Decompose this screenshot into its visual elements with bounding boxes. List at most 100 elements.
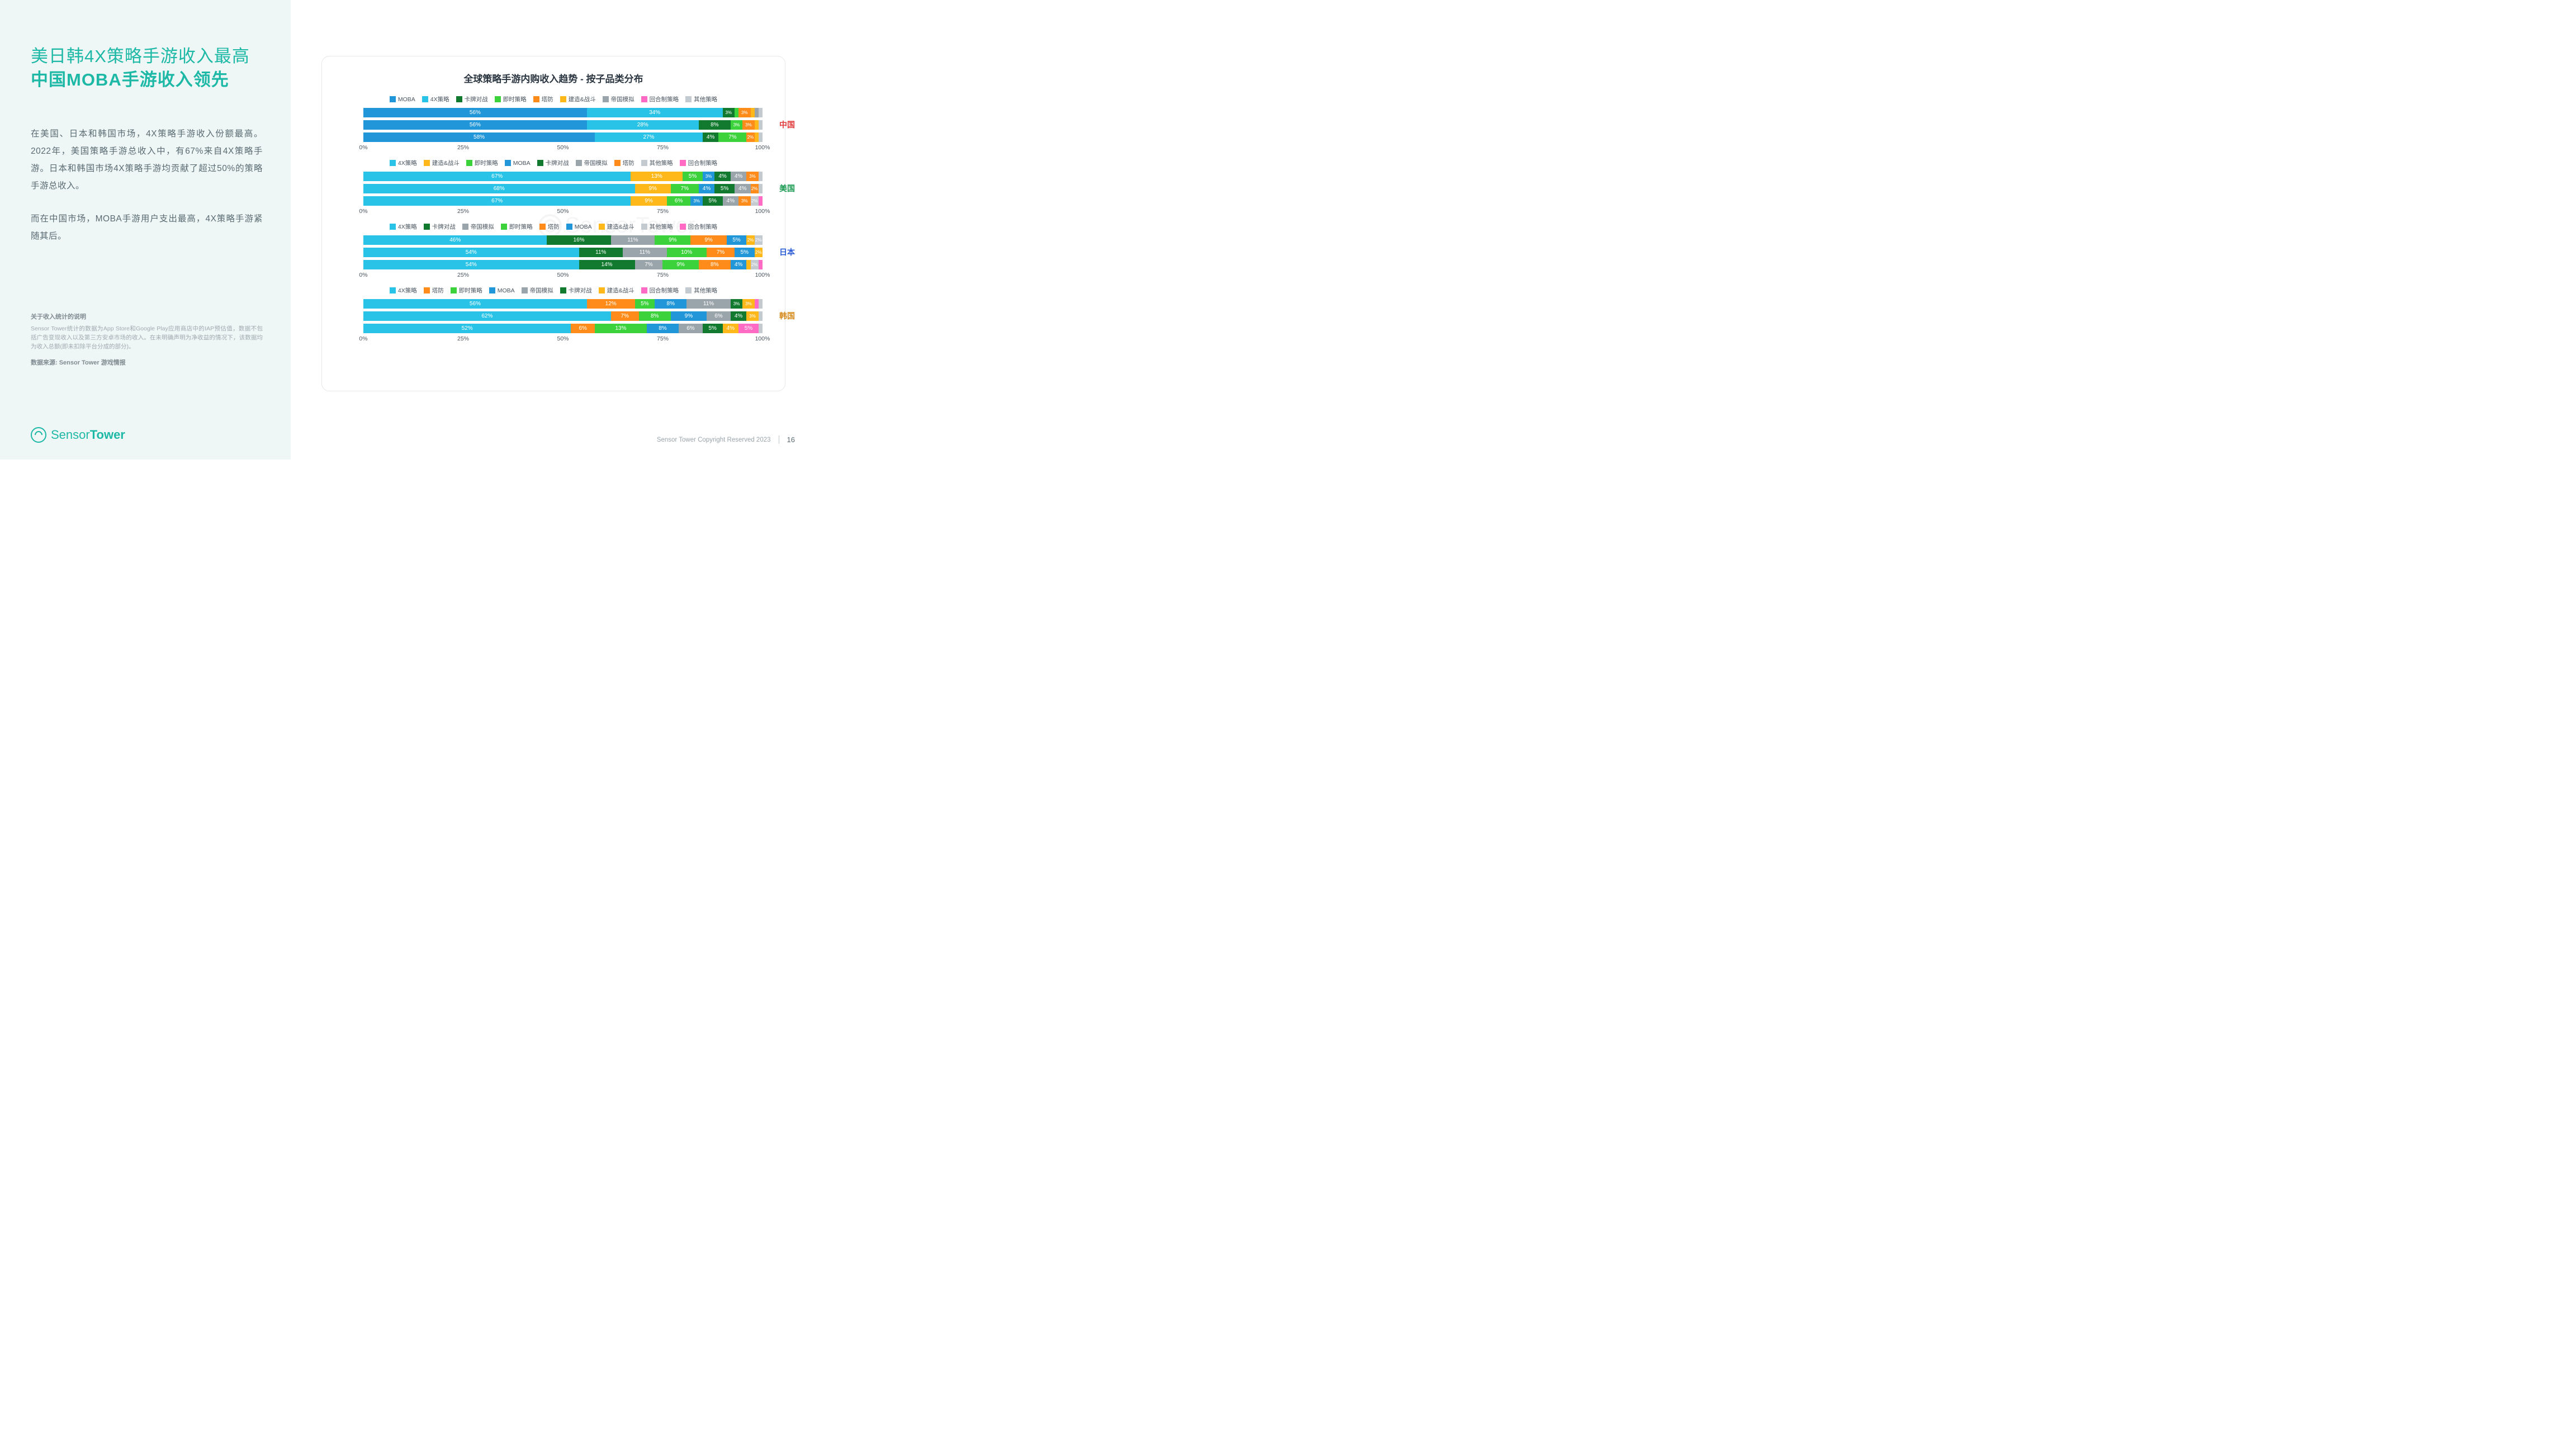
chart-title: 全球策略手游内购收入趋势 - 按子品类分布 <box>339 71 768 85</box>
bar-segment: 9% <box>671 311 707 321</box>
bar-segment: 2% <box>755 248 763 257</box>
legend-label: 4X策略 <box>398 286 417 295</box>
bar-segment: 5% <box>635 299 655 309</box>
legend-swatch <box>641 96 647 102</box>
paragraph-2: 而在中国市场，MOBA手游用户支出最高，4X策略手游紧随其后。 <box>31 210 263 245</box>
bar-segment <box>759 132 763 142</box>
bar-row: 202156%28%8%3%3% <box>363 119 763 131</box>
bar-segment <box>755 132 759 142</box>
brand-logo: SensorTower <box>31 427 125 443</box>
bar-track: 52%6%13%8%6%5%4%5% <box>363 324 763 333</box>
legend-label: 即时策略 <box>509 222 533 231</box>
legend-swatch <box>422 96 428 102</box>
bar-track: 54%14%7%9%8%4%2% <box>363 260 763 269</box>
axis-tick: 75% <box>657 272 669 278</box>
axis-row: 0%25%50%75%100% <box>363 208 763 218</box>
bar-row: 202067%13%5%3%4%4%3% <box>363 171 763 182</box>
axis-tick: 25% <box>457 208 469 215</box>
legend-item: 塔防 <box>614 159 634 167</box>
legend-item: 卡牌对战 <box>456 95 488 103</box>
legend-swatch <box>501 224 507 230</box>
bar-segment: 4% <box>723 324 739 333</box>
bar-segment: 4% <box>714 172 731 181</box>
region-block: 4X策略卡牌对战帝国模拟即时策略塔防MOBA建造&战斗其他策略回合制策略2020… <box>339 222 768 282</box>
bar-segment: 8% <box>639 311 671 321</box>
bar-segment: 12% <box>587 299 635 309</box>
legend-label: 建造&战斗 <box>569 95 596 103</box>
left-panel: 美日韩4X策略手游收入最高 中国MOBA手游收入领先 在美国、日本和韩国市场，4… <box>0 0 291 460</box>
bar-row: 202162%7%8%9%6%4%3% <box>363 310 763 322</box>
bar-segment <box>759 324 763 333</box>
region-label: 韩国 <box>779 310 795 321</box>
bar-segment: 5% <box>738 324 759 333</box>
legend-label: 建造&战斗 <box>607 286 634 295</box>
legend-label: 塔防 <box>623 159 634 167</box>
legend-swatch <box>603 96 609 102</box>
legend-swatch <box>505 160 511 166</box>
legend-item: 其他策略 <box>685 286 717 295</box>
bar-segment: 28% <box>587 120 699 130</box>
bar-track: 54%11%11%10%7%5%2% <box>363 248 763 257</box>
legend-swatch <box>614 160 621 166</box>
bar-segment: 4% <box>723 196 739 206</box>
legend-item: 塔防 <box>533 95 553 103</box>
legend-label: 帝国模拟 <box>611 95 634 103</box>
bar-segment: 4% <box>699 184 715 193</box>
legend-item: MOBA <box>390 95 415 103</box>
legend-item: 帝国模拟 <box>603 95 634 103</box>
bar-segment: 3% <box>738 108 750 117</box>
bar-segment: 7% <box>707 248 735 257</box>
bar-segment <box>735 108 738 117</box>
legend-swatch <box>599 287 605 293</box>
legend-swatch <box>533 96 539 102</box>
bar-segment: 46% <box>363 235 547 245</box>
bar-segment: 7% <box>671 184 699 193</box>
legend-label: 帝国模拟 <box>471 222 494 231</box>
bar-segment: 7% <box>611 311 639 321</box>
bar-segment: 3% <box>731 299 742 309</box>
legend-swatch <box>390 96 396 102</box>
bar-segment: 2% <box>746 235 754 245</box>
bar-segment: 54% <box>363 260 579 269</box>
bar-segment: 67% <box>363 172 631 181</box>
bar-segment: 8% <box>655 299 686 309</box>
legend-item: 其他策略 <box>641 222 673 231</box>
legend-swatch <box>390 224 396 230</box>
legend-label: 建造&战斗 <box>607 222 634 231</box>
bars-area: 202046%16%11%9%9%5%2%2%202154%11%11%10%7… <box>363 234 763 271</box>
legend-swatch <box>424 160 430 166</box>
legend-item: 4X策略 <box>390 222 417 231</box>
bar-segment: 5% <box>727 235 747 245</box>
bar-segment: 62% <box>363 311 611 321</box>
bar-segment: 7% <box>718 132 746 142</box>
bar-segment <box>759 184 763 193</box>
bar-segment: 9% <box>655 235 690 245</box>
legend-item: 回合制策略 <box>641 286 679 295</box>
bar-track: 56%12%5%8%11%3%3% <box>363 299 763 309</box>
axis-tick: 25% <box>457 335 469 342</box>
axis-tick: 50% <box>557 272 569 278</box>
bar-segment: 6% <box>667 196 691 206</box>
axis-tick: 0% <box>359 208 367 215</box>
bar-row: 202168%9%7%4%5%4%2% <box>363 183 763 195</box>
axis-row: 0%25%50%75%100% <box>363 335 763 345</box>
legend-swatch <box>537 160 543 166</box>
axis-tick: 75% <box>657 208 669 215</box>
bar-segment: 9% <box>631 196 666 206</box>
legend-item: 卡牌对战 <box>537 159 569 167</box>
legend-item: 即时策略 <box>495 95 527 103</box>
legend-item: 4X策略 <box>390 159 417 167</box>
bar-row: 202258%27%4%7%2% <box>363 131 763 143</box>
legend-swatch <box>456 96 462 102</box>
legend-item: 回合制策略 <box>680 222 718 231</box>
bar-segment: 4% <box>731 311 747 321</box>
legend-item: MOBA <box>566 222 592 231</box>
bar-segment: 2% <box>746 132 754 142</box>
bar-segment: 9% <box>690 235 726 245</box>
bar-segment <box>759 260 763 269</box>
bar-segment: 3% <box>690 196 702 206</box>
legend-label: 其他策略 <box>694 286 717 295</box>
legend-swatch <box>560 96 566 102</box>
legend-label: 回合制策略 <box>650 95 679 103</box>
legend-item: 卡牌对战 <box>424 222 456 231</box>
